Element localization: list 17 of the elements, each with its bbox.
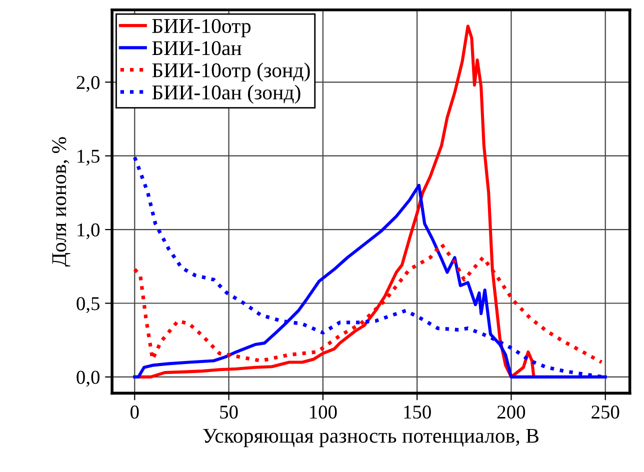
y-tick-label: 2,0 — [76, 76, 100, 92]
x-tick-label: 50 — [220, 406, 238, 419]
y-tick-label: 0,5 — [76, 297, 100, 313]
y-tick-label: 1,5 — [78, 150, 100, 166]
x-tick-label: 200 — [497, 406, 526, 419]
legend-label: БИИ-10ан — [152, 41, 242, 56]
legend-label: БИИ-10отр (зонд) — [152, 62, 310, 82]
x-tick-label: 250 — [592, 406, 620, 419]
y-tick-label: 0,0 — [76, 370, 100, 387]
legend-label: БИИ-10отр — [152, 18, 251, 38]
y-axis-title: Доля ионов, % — [52, 137, 70, 267]
x-tick-label: 100 — [310, 406, 337, 419]
x-tick-label: 150 — [404, 406, 431, 419]
x-axis-title: Ускоряющая разность потенциалов, В — [203, 428, 538, 448]
x-tick-label: 0 — [130, 406, 139, 419]
y-tick-label: 1,0 — [78, 223, 100, 240]
legend-label: БИИ-10ан (зонд) — [152, 84, 300, 104]
